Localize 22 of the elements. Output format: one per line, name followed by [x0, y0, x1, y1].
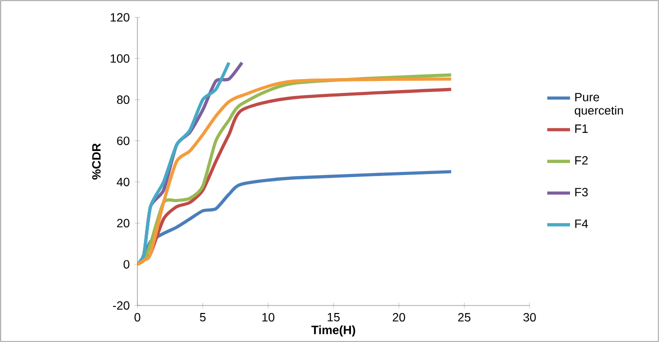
x-tick-label: 5 — [200, 312, 206, 322]
y-tick-label: 80 — [117, 95, 130, 104]
x-tick-label: 15 — [328, 312, 340, 322]
y-tick-label: 120 — [110, 13, 130, 22]
x-tick-label: 30 — [523, 312, 536, 322]
x-tick-label: 25 — [458, 312, 470, 322]
y-tick-label: 20 — [117, 218, 130, 228]
legend-label: F3 — [575, 188, 588, 196]
x-tick-label: 10 — [262, 312, 274, 322]
x-tick-label: 20 — [392, 312, 406, 322]
y-tick-label: 100 — [110, 54, 130, 63]
legend-label: Pure quercetin — [574, 92, 623, 117]
x-tick-label: 0 — [134, 312, 140, 322]
legend-label: F1 — [575, 124, 588, 133]
x-axis-title: Time(H) — [311, 325, 356, 336]
y-tick-label: 60 — [117, 136, 130, 146]
y-tick-label: 40 — [116, 178, 130, 186]
y-tick-label: 0 — [124, 260, 130, 269]
y-tick-label: -20 — [113, 301, 130, 310]
legend-label: F4 — [575, 220, 588, 228]
y-axis-title: %CDR — [92, 143, 101, 180]
legend-label: F2 — [575, 156, 588, 164]
